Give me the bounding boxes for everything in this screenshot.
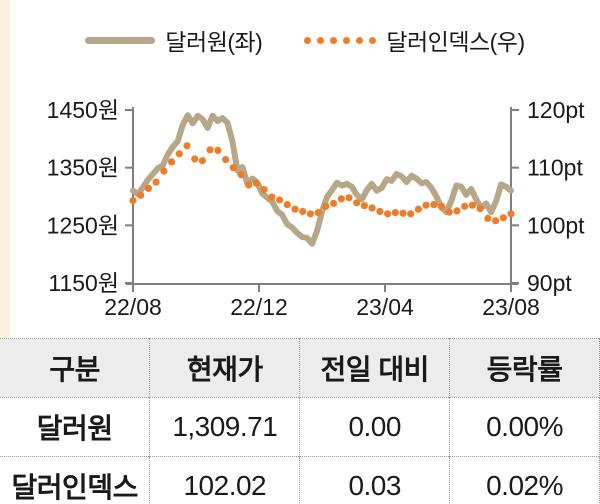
dollar-index-dot bbox=[291, 205, 299, 213]
dollar-index-dot bbox=[422, 201, 430, 209]
row-label: 달러인덱스 bbox=[0, 456, 151, 504]
dollar-index-dot bbox=[368, 204, 376, 212]
value-cell: 1,309.71 bbox=[149, 397, 301, 457]
dollar-index-dot bbox=[414, 205, 422, 213]
table-row: 달러원 1,309.71 0.00 0.00% bbox=[0, 397, 600, 457]
dollar-index-dot bbox=[399, 209, 407, 217]
dollar-index-dot bbox=[260, 186, 268, 194]
y-axis-left-label: 1450원 bbox=[47, 97, 119, 123]
dollar-index-dot bbox=[476, 205, 484, 213]
dollar-index-dot bbox=[129, 196, 137, 205]
dollar-index-dot bbox=[283, 201, 291, 209]
legend-dot-icon bbox=[317, 36, 325, 44]
dollar-index-dot bbox=[499, 214, 507, 222]
table-header-row: 구분 현재가 전일 대비 등락률 bbox=[0, 338, 600, 398]
value-cell: 0.03 bbox=[299, 456, 451, 504]
dollar-index-dot bbox=[430, 201, 438, 209]
value-cell: 0.02% bbox=[449, 456, 600, 504]
dollar-index-dot bbox=[453, 207, 461, 215]
dollar-index-dot bbox=[384, 210, 392, 218]
table-body: 달러원 1,309.71 0.00 0.00% 달러인덱스 102.02 0.03 0.02% bbox=[0, 397, 600, 504]
dollar-index-dot bbox=[337, 195, 345, 203]
dollar-index-dot bbox=[160, 167, 168, 175]
dollar-index-dot bbox=[468, 201, 476, 209]
legend-dot-icon bbox=[369, 36, 377, 44]
legend-item-usdkrw: 달러원(좌) bbox=[85, 23, 263, 57]
x-axis-label: 22/08 bbox=[104, 294, 162, 320]
y-axis-right-label: 100pt bbox=[527, 212, 585, 238]
dollar-index-dot bbox=[345, 194, 353, 202]
dollar-index-dot bbox=[198, 157, 206, 165]
dollar-index-dot bbox=[461, 202, 469, 210]
dollar-index-dot bbox=[314, 209, 322, 217]
legend-item-dollarindex: 달러인덱스(우) bbox=[304, 23, 525, 57]
y-axis-left-label: 1350원 bbox=[47, 155, 119, 181]
legend-dot-icon bbox=[343, 36, 351, 44]
dollar-index-dot bbox=[206, 146, 214, 154]
dollar-index-dot bbox=[183, 142, 191, 150]
chart-legend: 달러원(좌) 달러인덱스(우) bbox=[10, 24, 600, 56]
dollar-index-dot bbox=[391, 209, 399, 217]
legend-dot-icon bbox=[304, 36, 312, 44]
dollar-index-dot bbox=[229, 164, 237, 172]
dollar-index-dot bbox=[237, 171, 245, 179]
column-header: 구분 bbox=[0, 338, 151, 398]
dollar-index-dot bbox=[137, 191, 145, 199]
column-header: 등락률 bbox=[449, 338, 600, 398]
legend-dot-icon bbox=[356, 36, 364, 44]
dollar-index-dot bbox=[222, 156, 230, 164]
row-label: 달러원 bbox=[0, 397, 151, 457]
table-row: 달러인덱스 102.02 0.03 0.02% bbox=[0, 456, 600, 504]
dollar-index-dot bbox=[144, 184, 152, 192]
dollar-index-dot bbox=[268, 193, 276, 201]
value-cell: 0.00% bbox=[449, 397, 600, 457]
dollar-index-dot bbox=[168, 158, 176, 166]
dollar-index-dot bbox=[507, 210, 515, 218]
dollar-index-dot bbox=[276, 196, 284, 204]
y-axis-left-label: 1250원 bbox=[47, 212, 119, 238]
x-axis-label: 23/04 bbox=[356, 294, 414, 320]
y-axis-left-label: 1150원 bbox=[48, 270, 119, 296]
dollar-index-dot bbox=[214, 146, 222, 154]
dollar-index-dot bbox=[252, 179, 260, 187]
dollar-index-dot bbox=[492, 217, 500, 225]
column-header: 전일 대비 bbox=[299, 338, 451, 398]
dollar-index-dot bbox=[191, 155, 199, 163]
y-axis-right-label: 120pt bbox=[527, 97, 585, 123]
dollar-index-dot bbox=[484, 214, 492, 222]
x-axis-label: 23/08 bbox=[482, 294, 540, 320]
dollar-index-dot bbox=[152, 178, 160, 186]
dollar-index-dot bbox=[445, 208, 453, 216]
y-axis-right-label: 90pt bbox=[527, 270, 572, 296]
dollar-index-dot bbox=[299, 207, 307, 216]
y-axis-right-label: 110pt bbox=[527, 155, 583, 181]
usdkrw-line bbox=[130, 112, 514, 247]
legend-label-usdkrw: 달러원(좌) bbox=[165, 29, 263, 55]
dollar-index-dot bbox=[306, 210, 314, 218]
value-cell: 102.02 bbox=[149, 456, 301, 504]
dollar-index-dot bbox=[438, 202, 446, 210]
dollar-index-dot bbox=[353, 199, 361, 207]
left-accent-strip bbox=[0, 0, 10, 338]
usdkrw-line-swatch-icon bbox=[85, 36, 156, 44]
column-header: 현재가 bbox=[149, 338, 301, 398]
dollarindex-dots-swatch-icon bbox=[304, 36, 377, 44]
dollar-index-dot bbox=[407, 210, 415, 218]
value-cell: 0.00 bbox=[299, 397, 451, 457]
dollar-index-dot bbox=[245, 181, 253, 189]
dollar-index-dot bbox=[330, 199, 338, 207]
legend-label-dollarindex: 달러인덱스(우) bbox=[386, 29, 525, 55]
dollar-index-dot bbox=[322, 202, 330, 210]
dollar-index-dot bbox=[175, 150, 183, 158]
x-axis-label: 22/12 bbox=[230, 294, 288, 320]
quote-table: 구분 현재가 전일 대비 등락률 달러원 1,309.71 0.00 0.00% 달러인덱스 1… bbox=[0, 338, 600, 504]
legend-dot-icon bbox=[330, 36, 338, 44]
dollar-index-dot bbox=[376, 207, 384, 216]
dollar-index-dot bbox=[360, 202, 368, 210]
